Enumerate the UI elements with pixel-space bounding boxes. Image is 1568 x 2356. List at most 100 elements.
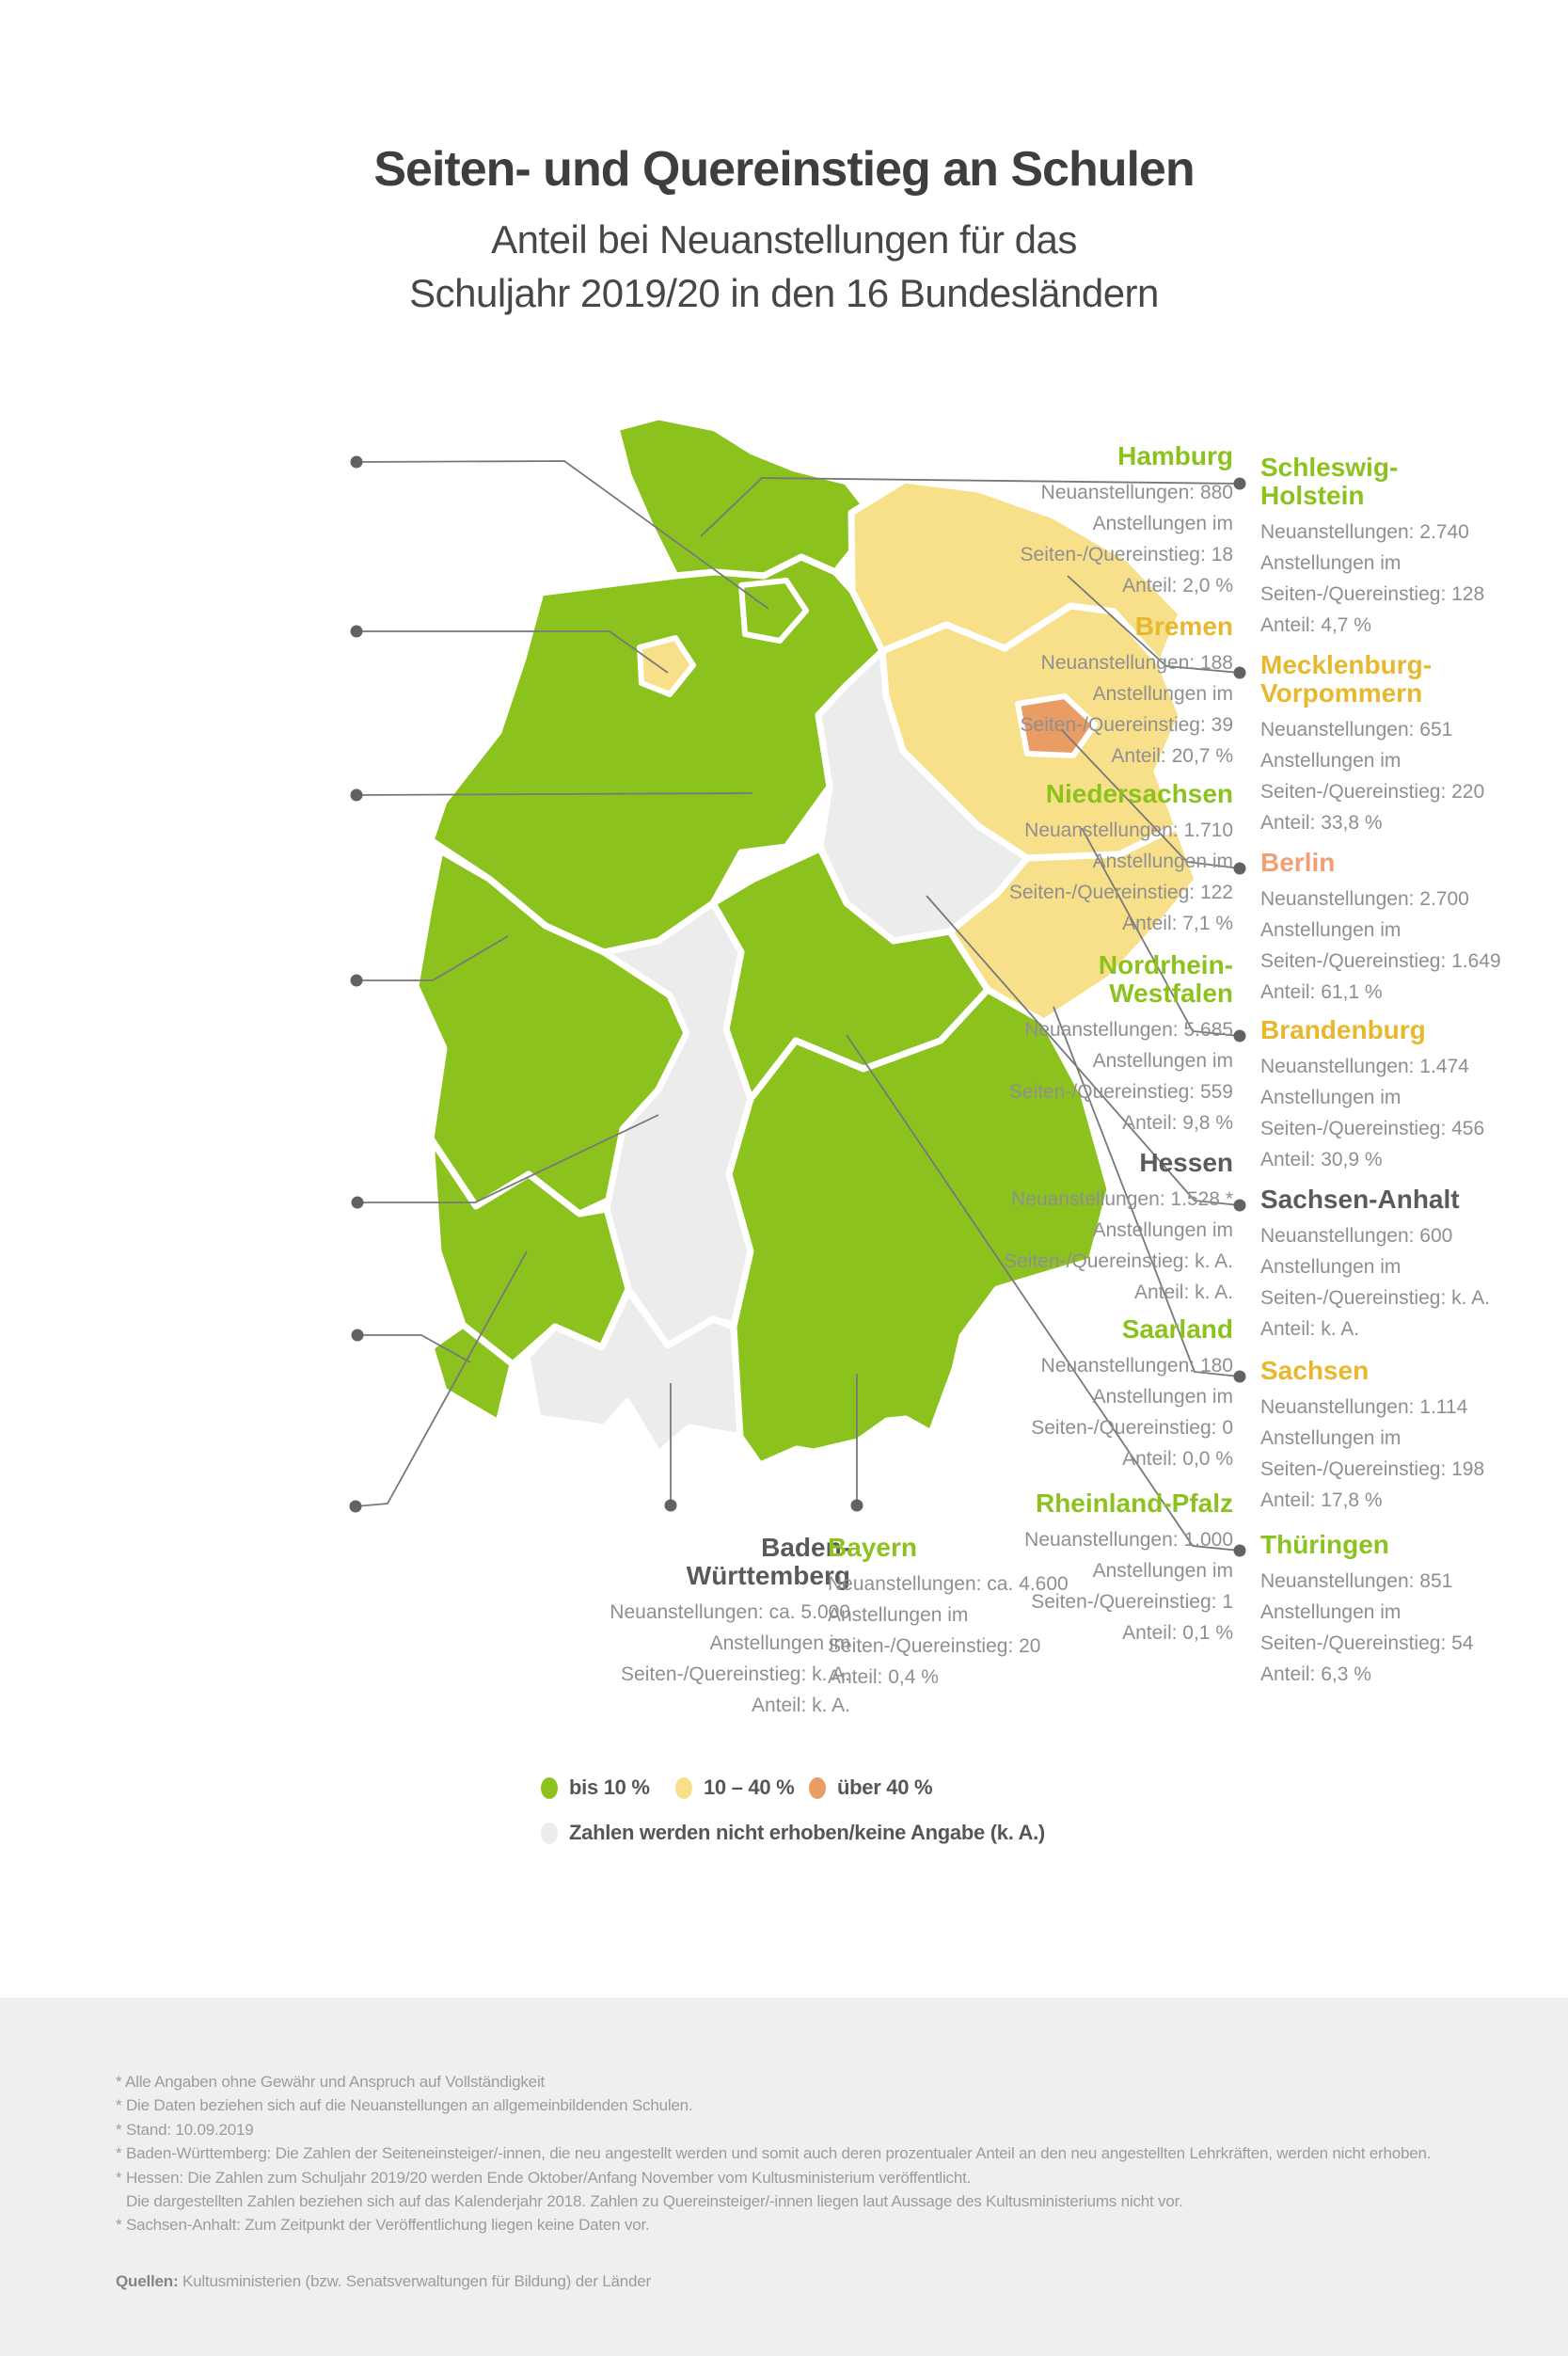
footnote-line: * Die Daten beziehen sich auf die Neuans… <box>116 2096 693 2115</box>
state-stat-line: Neuanstellungen: 188 <box>1040 652 1233 674</box>
state-stat-line: Anteil: 7,1 % <box>1122 913 1233 934</box>
leader-dot-hessen <box>351 1196 364 1209</box>
state-stat-line: Anteil: 9,8 % <box>1122 1112 1233 1134</box>
state-stat-line: Anstellungen im <box>1260 750 1402 772</box>
page-subtitle-line2: Schuljahr 2019/20 in den 16 Bundesländer… <box>409 271 1159 315</box>
state-name: Brandenburg <box>1260 1015 1426 1044</box>
state-stat-line: Anteil: 17,8 % <box>1260 1489 1383 1511</box>
sources-line: Quellen: Kultusministerien (bzw. Senatsv… <box>116 2272 651 2291</box>
state-stat-line: Anstellungen im <box>1260 919 1402 941</box>
state-stat-line: Neuanstellungen: 600 <box>1260 1225 1453 1247</box>
legend-item-orange: über 40 % <box>809 1775 933 1801</box>
state-stat-line: Neuanstellungen: 1.000 <box>1024 1529 1233 1551</box>
footnote-line: * Alle Angaben ohne Gewähr und Anspruch … <box>116 2073 546 2091</box>
leader-dot-niedersachsen <box>350 788 363 802</box>
state-stat-line: Anteil: k. A. <box>751 1695 850 1716</box>
leader-line-mecklenburg-vorpommern <box>1067 575 1241 674</box>
state-stat-line: Anteil: 20,7 % <box>1111 745 1233 767</box>
state-stat-line: Anteil: 0,4 % <box>828 1666 939 1688</box>
state-stat-line: Anstellungen im <box>1092 1560 1233 1582</box>
state-name: Baden- Württemberg <box>686 1533 850 1590</box>
legend-dot-green <box>541 1776 558 1799</box>
legend-label: über 40 % <box>837 1775 933 1799</box>
leader-line-thueringen <box>846 1034 1241 1552</box>
state-label-saarland: Saarland Neuanstellungen: 180 Anstellungen… <box>923 1315 1233 1474</box>
state-label-bremen: Bremen Neuanstellungen: 188 Anstellungen i… <box>923 613 1233 772</box>
leader-dot-bremen <box>350 625 363 638</box>
state-stat-line: Anstellungen im <box>1260 1427 1402 1449</box>
state-stat-line: Anteil: 33,8 % <box>1260 812 1383 834</box>
state-stat-line: Seiten-/Quereinstieg: 198 <box>1260 1458 1485 1480</box>
state-name: Bayern <box>828 1533 917 1562</box>
state-stat-line: Anteil: k. A. <box>1133 1281 1233 1303</box>
legend-label: 10 – 40 % <box>704 1775 795 1799</box>
footnote-line: * Stand: 10.09.2019 <box>116 2120 254 2139</box>
map-region-bayern <box>725 986 1114 1469</box>
state-name: Hamburg <box>1117 441 1233 470</box>
legend-dot-orange <box>809 1776 826 1799</box>
state-stat-line: Neuanstellungen: 5.685 <box>1024 1019 1233 1041</box>
leader-dot-berlin <box>1233 862 1246 875</box>
state-label-brandenburg: Brandenburg Neuanstellungen: 1.474 Anstell… <box>1260 1016 1568 1175</box>
leader-dot-saarland <box>351 1329 364 1342</box>
state-stat-line: Anteil: 0,0 % <box>1122 1448 1233 1470</box>
legend-dot-no-data <box>541 1822 558 1844</box>
leader-line-schleswig-holstein <box>700 477 1241 537</box>
state-name: Schleswig- Holstein <box>1260 453 1399 510</box>
state-stat-line: Neuanstellungen: 1.710 <box>1024 820 1233 841</box>
state-stat-line: Neuanstellungen: 1.474 <box>1260 1056 1469 1077</box>
state-stat-line: Seiten-/Quereinstieg: 220 <box>1260 781 1485 803</box>
state-stat-line: Anteil: 30,9 % <box>1260 1149 1383 1170</box>
leader-line-sachsen-anhalt <box>926 895 1241 1206</box>
map-region-schleswig-holstein <box>612 413 880 580</box>
leader-line-hessen <box>357 1114 659 1203</box>
leader-dot-hamburg <box>350 455 363 469</box>
footnote-line: Die dargestellten Zahlen beziehen sich a… <box>126 2192 1183 2211</box>
state-stat-line: Anstellungen im <box>1092 683 1233 705</box>
legend-label: Zahlen werden nicht erhoben/keine Angabe… <box>569 1821 1045 1844</box>
state-stat-line: Seiten-/Quereinstieg: 18 <box>1020 544 1233 565</box>
footnote-line: * Sachsen-Anhalt: Zum Zeitpunkt der Verö… <box>116 2216 650 2235</box>
state-label-nordrhein-westfalen: Nordrhein- Westfalen Neuanstellungen: 5.68… <box>923 951 1233 1138</box>
footnote-line: * Hessen: Die Zahlen zum Schuljahr 2019/… <box>116 2168 972 2187</box>
page-subtitle-line1: Anteil bei Neuanstellungen für das <box>491 217 1077 262</box>
leader-line-nordrhein-westfalen <box>356 935 509 981</box>
map-region-sachsen <box>946 822 1201 1026</box>
state-stat-line: Seiten-/Quereinstieg: k. A. <box>621 1664 850 1685</box>
state-stat-line: Anteil: 0,1 % <box>1122 1622 1233 1644</box>
leader-dot-thueringen <box>1233 1544 1246 1557</box>
state-stat-line: Seiten-/Quereinstieg: 54 <box>1260 1632 1474 1654</box>
legend-dot-yellow <box>675 1776 692 1799</box>
state-stat-line: Anstellungen im <box>1092 1386 1233 1408</box>
state-stat-line: Neuanstellungen: 1.114 <box>1260 1396 1468 1418</box>
state-label-hamburg: Hamburg Neuanstellungen: 880 Anstellungen … <box>923 442 1233 601</box>
state-stat-line: Anstellungen im <box>1092 1050 1233 1072</box>
leader-dot-nordrhein-westfalen <box>350 974 363 987</box>
state-name: Bremen <box>1134 612 1233 641</box>
page-title: Seiten- und Quereinstieg an Schulen <box>373 142 1195 197</box>
leader-line-sachsen <box>1053 1006 1241 1377</box>
state-stat-line: Anstellungen im <box>1092 1219 1233 1241</box>
state-label-niedersachsen: Niedersachsen Neuanstellungen: 1.710 Anste… <box>923 780 1233 939</box>
state-stat-line: Anteil: 4,7 % <box>1260 614 1371 636</box>
state-stat-line: Seiten-/Quereinstieg: 0 <box>1031 1417 1233 1439</box>
state-label-schleswig-holstein: Schleswig- Holstein Neuanstellungen: 2.740… <box>1260 454 1568 641</box>
state-stat-line: Seiten-/Quereinstieg: k. A. <box>1004 1250 1233 1272</box>
footnotes: * Alle Angaben ohne Gewähr und Anspruch … <box>116 2070 1508 2237</box>
state-stat-line: Anstellungen im <box>828 1604 969 1626</box>
state-stat-line: Anstellungen im <box>1260 552 1402 574</box>
state-stat-line: Anstellungen im <box>1260 1087 1402 1108</box>
legend-label: bis 10 % <box>569 1775 650 1799</box>
state-stat-line: Neuanstellungen: 651 <box>1260 719 1453 740</box>
state-stat-line: Neuanstellungen: ca. 5.000 <box>610 1601 850 1623</box>
leader-dot-schleswig-holstein <box>1233 477 1246 490</box>
map-region-bremen <box>637 635 696 697</box>
state-stat-line: Anteil: 61,1 % <box>1260 981 1383 1003</box>
state-label-sachsen-anhalt: Sachsen-Anhalt Neuanstellungen: 600 Anstel… <box>1260 1186 1568 1345</box>
leader-line-bremen <box>356 630 669 674</box>
sources-text: Kultusministerien (bzw. Senatsverwaltung… <box>178 2272 651 2290</box>
state-label-thueringen: Thüringen Neuanstellungen: 851 Anstellunge… <box>1260 1531 1568 1690</box>
legend-item-yellow: 10 – 40 % <box>675 1775 795 1801</box>
leader-line-brandenburg <box>1081 827 1241 1037</box>
